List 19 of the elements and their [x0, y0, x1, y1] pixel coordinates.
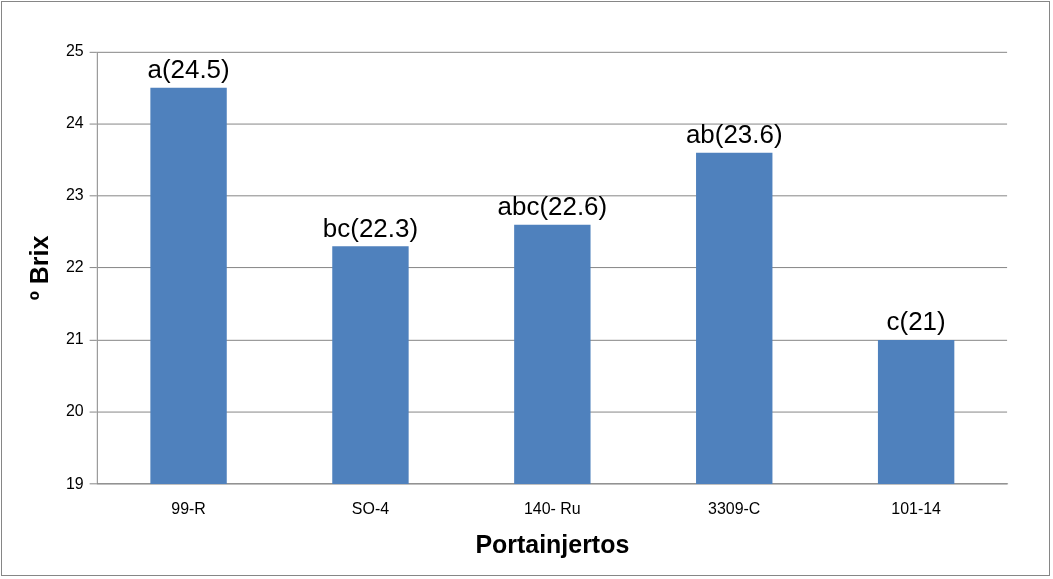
- data-label: c(21): [886, 307, 946, 336]
- x-tick-label: 3309-C: [708, 500, 761, 518]
- y-tick-label: 20: [65, 402, 84, 420]
- y-tick-label: 25: [65, 42, 84, 60]
- y-axis-title: º Brix: [24, 235, 53, 301]
- y-tick-label: 23: [65, 186, 84, 204]
- x-tick-label: 140- Ru: [523, 500, 581, 518]
- y-tick-label: 22: [65, 258, 84, 276]
- data-label: abc(22.6): [497, 191, 608, 220]
- x-tick-label: SO-4: [351, 500, 390, 518]
- x-tick-label: 99-R: [171, 500, 206, 518]
- data-label: a(24.5): [147, 55, 230, 84]
- data-label: ab(23.6): [685, 119, 783, 148]
- x-axis-title: Portainjertos: [475, 529, 630, 558]
- x-tick-label: 101-14: [891, 500, 942, 518]
- y-tick-label: 19: [65, 474, 84, 492]
- y-tick-label: 24: [65, 114, 84, 132]
- y-tick-label: 21: [65, 330, 84, 348]
- data-label: bc(22.3): [322, 213, 419, 242]
